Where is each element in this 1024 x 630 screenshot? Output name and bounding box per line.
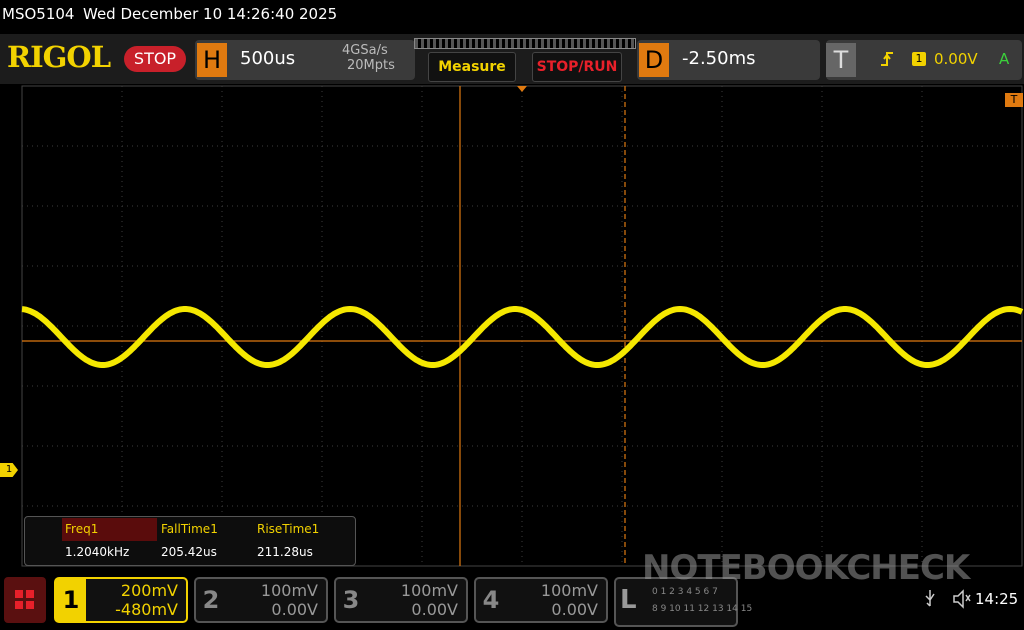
channel-marker: 1 — [0, 463, 18, 477]
measurement-value: 211.28us — [257, 545, 313, 559]
logic-label: L — [620, 585, 637, 615]
channel-number: 3 — [342, 586, 360, 614]
delay-value: -2.50ms — [682, 48, 756, 69]
measurement-value: 1.2040kHz — [65, 545, 130, 559]
channel-number: 1 — [56, 579, 86, 621]
channel-1-waveform — [21, 305, 1024, 368]
trigger-source: 1 — [912, 52, 926, 66]
trigger-marker: T — [1005, 93, 1023, 107]
channel-panel[interactable]: 4 100mV 0.00V — [474, 577, 608, 623]
model: MSO5104 — [2, 5, 75, 23]
measurement-name: Freq1 — [62, 518, 157, 541]
status-icons — [925, 589, 971, 609]
measure-button[interactable]: Measure — [428, 52, 516, 82]
channel-offset: 0.00V — [551, 600, 598, 619]
channel-scale: 100mV — [540, 581, 598, 600]
trigger-level: 0.00V — [934, 50, 978, 68]
horizontal-label: H — [197, 43, 227, 77]
datetime: Wed December 10 14:26:40 2025 — [83, 5, 338, 23]
channel-offset: 0.00V — [271, 600, 318, 619]
channel-panel[interactable]: 1 200mV -480mV — [54, 577, 188, 623]
channel-scale: 200mV — [120, 581, 178, 600]
grid — [22, 86, 1022, 566]
stop-run-button[interactable]: STOP/RUN — [532, 52, 622, 82]
trigger-label: T — [826, 43, 856, 77]
channel-panel[interactable]: 3 100mV 0.00V — [334, 577, 468, 623]
trigger-edge-icon — [881, 52, 893, 66]
channel-offset: 0.00V — [411, 600, 458, 619]
measurement-name: RiseTime1 — [257, 522, 320, 536]
menu-button[interactable] — [4, 577, 46, 623]
menu-icon — [15, 590, 34, 609]
measurement-value: 205.42us — [161, 545, 217, 559]
delay-label: D — [639, 43, 669, 77]
measurement-name: FallTime1 — [161, 522, 218, 536]
channel-scale: 100mV — [400, 581, 458, 600]
timebase: 500us — [240, 48, 296, 69]
clock: 14:25 — [975, 590, 1019, 608]
watermark: NOTEBOOKCHECK — [642, 548, 970, 588]
horizontal-panel[interactable] — [195, 40, 415, 80]
sample-rate: 4GSa/s — [342, 43, 388, 58]
memory-depth: 20Mpts — [347, 58, 395, 73]
channel-panel[interactable]: 2 100mV 0.00V — [194, 577, 328, 623]
trigger-position-marker — [517, 86, 527, 92]
channel-number: 4 — [482, 586, 500, 614]
memory-strip — [414, 38, 636, 49]
logic-row-1: 0 1 2 3 4 5 6 7 — [652, 587, 718, 597]
run-state[interactable]: STOP — [124, 46, 186, 72]
trigger-mode: A — [999, 50, 1010, 68]
channel-scale: 100mV — [260, 581, 318, 600]
channel-offset: -480mV — [115, 600, 178, 619]
logo: RIGOL — [7, 40, 111, 74]
channel-number: 2 — [202, 586, 220, 614]
logic-panel[interactable]: L 0 1 2 3 4 5 6 7 8 9 10 11 12 13 14 15 — [614, 577, 752, 627]
logic-row-2: 8 9 10 11 12 13 14 15 — [652, 604, 753, 614]
